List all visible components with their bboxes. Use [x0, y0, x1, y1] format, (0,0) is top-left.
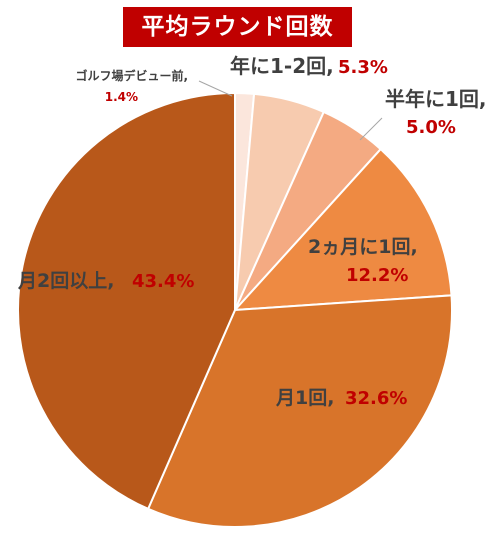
leader-line-1 [198, 80, 233, 97]
pie-slice-5 [146, 294, 453, 528]
pie-slices [17, 91, 453, 528]
slice-label-2: 年に1-2回, [230, 54, 334, 78]
slice-percent-4: 12.2% [346, 265, 408, 286]
pie-slice-6 [17, 91, 236, 511]
chart-title: 平均ラウンド回数 [123, 7, 352, 47]
slice-percent-3: 5.0% [406, 117, 456, 138]
slice-label-6: 月2回以上, [17, 270, 114, 292]
leader-line-3 [359, 117, 383, 141]
slice-percent-2: 5.3% [338, 57, 388, 78]
slice-label-1: ゴルフ場デビュー前, [75, 68, 188, 83]
slice-percent-6: 43.4% [132, 271, 194, 292]
pie-slice-4 [232, 147, 453, 312]
leader-lines [198, 80, 383, 141]
slice-percent-5: 32.6% [345, 388, 407, 409]
slice-label-3: 半年に1回, [385, 87, 487, 111]
pie-labels: ゴルフ場デビュー前, 1.4% 年に1-2回, 5.3% 半年に1回, 5.0% 2ヵ月に1… [17, 54, 487, 409]
slice-label-4: 2ヵ月に1回, [308, 236, 418, 258]
slice-percent-1: 1.4% [105, 90, 138, 104]
slice-label-5: 月1回, [275, 387, 334, 409]
